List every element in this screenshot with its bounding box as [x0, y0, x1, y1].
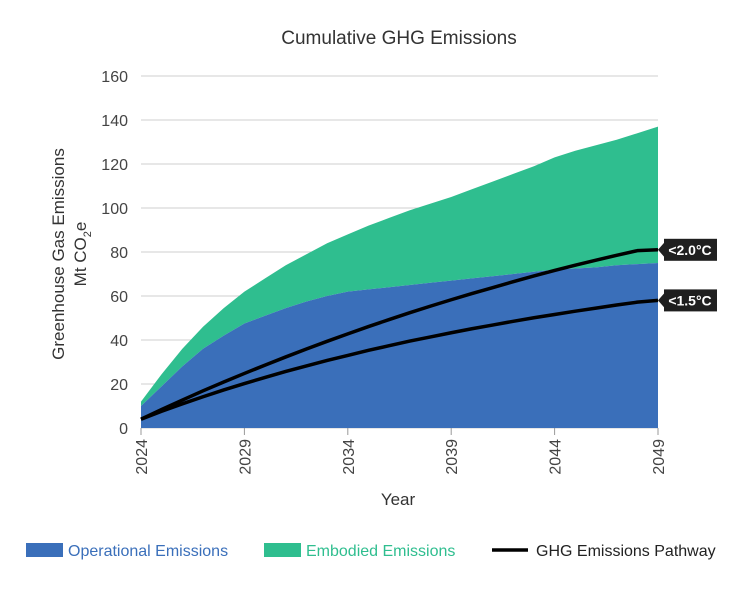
pathway-tag-label: <1.5°C	[668, 292, 711, 308]
x-tick-label: 2024	[134, 439, 151, 475]
embodied-emissions-area	[141, 126, 658, 406]
x-tick-labels: 2024 2029 2034 2039 2044 2049	[134, 428, 668, 475]
x-tick-label: 2034	[341, 439, 358, 475]
chart-title: Cumulative GHG Emissions	[281, 28, 516, 49]
x-tick-label: 2039	[444, 439, 461, 475]
x-tick-label: 2029	[237, 439, 254, 475]
legend-swatch	[264, 543, 301, 557]
y-axis-label-suffix: e	[71, 222, 90, 231]
y-axis-label: Greenhouse Gas Emissions Mt CO2e	[49, 148, 94, 360]
y-tick-labels: 0 20 40 60 80 100 120 140 160	[101, 69, 128, 438]
y-tick-label: 40	[110, 333, 128, 350]
y-axis-label-line1: Greenhouse Gas Emissions	[49, 148, 68, 360]
legend: Operational Emissions Embodied Emissions G…	[26, 543, 716, 560]
pathway-tag-pointer	[658, 241, 665, 258]
y-tick-label: 80	[110, 245, 128, 262]
y-tick-label: 100	[101, 201, 128, 218]
y-axis-label-prefix: Mt CO	[71, 237, 90, 286]
y-axis-label-subscript: 2	[82, 231, 94, 237]
pathway-tag-box	[664, 238, 717, 261]
y-tick-label: 160	[101, 69, 128, 86]
pathway-tag-label: <2.0°C	[668, 242, 711, 258]
x-tick-label: 2044	[548, 439, 565, 475]
pathway-line	[140, 248, 659, 421]
pathway-lines	[140, 248, 659, 421]
pathway-line	[140, 298, 659, 421]
y-tick-label: 0	[119, 421, 128, 438]
pathway-tags: <2.0°C <1.5°C	[658, 238, 717, 312]
x-axis-label: Year	[381, 490, 416, 509]
legend-label: Operational Emissions	[68, 543, 228, 560]
y-tick-label: 60	[110, 289, 128, 306]
area-series	[141, 126, 658, 428]
y-tick-label: 140	[101, 113, 128, 130]
y-tick-label: 120	[101, 157, 128, 174]
y-tick-label: 20	[110, 377, 128, 394]
y-axis-label-line2: Mt CO2e	[71, 222, 94, 287]
pathway-tag-pointer	[658, 292, 665, 309]
pathway-tag-box	[664, 289, 717, 312]
legend-label: Embodied Emissions	[306, 543, 455, 560]
x-tick-label: 2049	[651, 439, 668, 475]
legend-swatch	[26, 543, 63, 557]
operational-emissions-area	[141, 263, 658, 428]
legend-label: GHG Emissions Pathway	[536, 543, 716, 560]
